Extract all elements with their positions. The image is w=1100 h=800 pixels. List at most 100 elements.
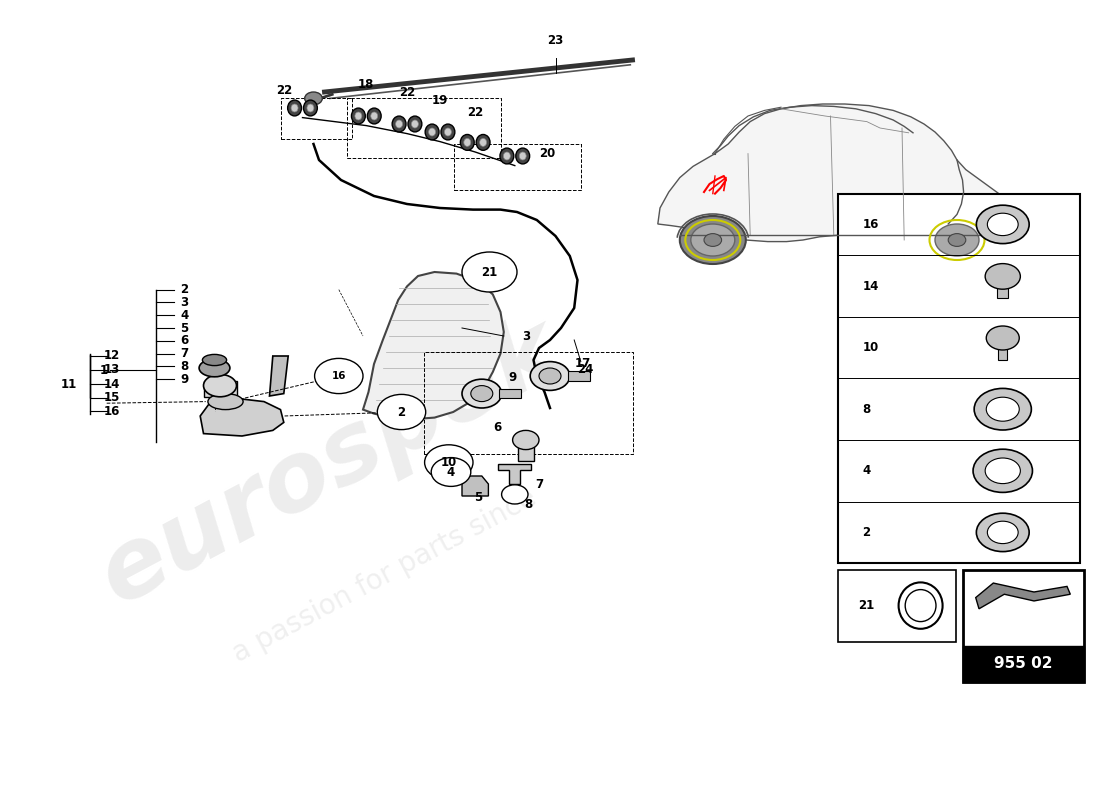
Circle shape	[377, 394, 426, 430]
Ellipse shape	[393, 116, 406, 132]
Ellipse shape	[444, 128, 451, 136]
Text: 21: 21	[482, 266, 497, 278]
Circle shape	[462, 252, 517, 292]
Ellipse shape	[429, 128, 436, 136]
Bar	[999, 339, 1008, 360]
Text: 8: 8	[862, 402, 871, 416]
Text: 8: 8	[180, 360, 189, 373]
Ellipse shape	[202, 354, 227, 366]
Ellipse shape	[519, 152, 526, 160]
Text: 7: 7	[180, 347, 188, 360]
Ellipse shape	[899, 582, 943, 629]
Circle shape	[680, 216, 746, 264]
Circle shape	[935, 224, 979, 256]
Circle shape	[539, 368, 561, 384]
Ellipse shape	[460, 134, 474, 150]
Text: a passion for parts since: a passion for parts since	[229, 484, 541, 668]
Text: 19: 19	[432, 94, 448, 107]
Ellipse shape	[499, 148, 514, 164]
Ellipse shape	[476, 134, 491, 150]
Text: 955 02: 955 02	[993, 656, 1053, 671]
Ellipse shape	[396, 120, 403, 128]
Circle shape	[462, 379, 502, 408]
Text: 3: 3	[522, 330, 530, 342]
Circle shape	[471, 386, 493, 402]
Ellipse shape	[504, 152, 510, 160]
Circle shape	[988, 522, 1019, 544]
Text: 6: 6	[180, 334, 189, 347]
Text: 9: 9	[180, 373, 189, 386]
Text: 5: 5	[474, 491, 483, 504]
Ellipse shape	[516, 148, 530, 164]
Text: 5: 5	[180, 322, 189, 334]
Circle shape	[986, 264, 1021, 289]
Polygon shape	[658, 104, 1012, 242]
Text: 1: 1	[100, 364, 108, 377]
Ellipse shape	[425, 124, 439, 140]
Text: 22: 22	[276, 84, 292, 97]
Text: 24: 24	[578, 363, 594, 376]
Text: 4: 4	[180, 309, 189, 322]
Ellipse shape	[288, 100, 301, 116]
Ellipse shape	[464, 138, 471, 146]
Ellipse shape	[208, 394, 243, 410]
Ellipse shape	[355, 112, 362, 120]
Text: 15: 15	[103, 391, 120, 404]
Circle shape	[974, 450, 1033, 493]
Bar	[518, 441, 534, 461]
Circle shape	[425, 445, 473, 480]
Text: 11: 11	[60, 378, 77, 390]
Text: 22: 22	[399, 86, 415, 99]
Text: 14: 14	[862, 279, 879, 293]
Ellipse shape	[441, 124, 455, 140]
Circle shape	[431, 458, 471, 486]
Bar	[838, 570, 956, 642]
Ellipse shape	[304, 100, 318, 116]
Ellipse shape	[905, 590, 936, 622]
Bar	[568, 371, 590, 381]
Text: 14: 14	[103, 378, 120, 390]
Bar	[838, 194, 1080, 563]
Circle shape	[948, 234, 966, 246]
Polygon shape	[462, 476, 488, 496]
Ellipse shape	[292, 104, 298, 112]
Text: 16: 16	[862, 218, 879, 231]
Text: 20: 20	[539, 147, 556, 160]
Text: 4: 4	[447, 466, 455, 478]
Text: 16: 16	[103, 405, 120, 418]
Circle shape	[691, 224, 735, 256]
Ellipse shape	[371, 112, 377, 120]
Bar	[962, 570, 1084, 682]
Text: 4: 4	[862, 464, 871, 478]
Circle shape	[305, 92, 322, 105]
Bar	[998, 278, 1009, 298]
Text: 6: 6	[493, 421, 502, 434]
Ellipse shape	[480, 138, 486, 146]
Circle shape	[987, 397, 1020, 421]
Circle shape	[987, 326, 1020, 350]
Text: 21: 21	[858, 599, 874, 612]
Text: 2: 2	[180, 283, 188, 296]
Circle shape	[704, 234, 722, 246]
Text: 22: 22	[468, 106, 483, 118]
Text: 2: 2	[397, 406, 406, 418]
Polygon shape	[363, 272, 504, 419]
Circle shape	[315, 358, 363, 394]
Circle shape	[924, 216, 990, 264]
Text: 2: 2	[862, 526, 870, 539]
Circle shape	[975, 388, 1032, 430]
Text: 17: 17	[575, 357, 591, 370]
Circle shape	[502, 485, 528, 504]
Text: 3: 3	[180, 296, 188, 309]
Text: 16: 16	[331, 371, 346, 381]
Circle shape	[986, 458, 1021, 483]
Ellipse shape	[307, 104, 314, 112]
Ellipse shape	[408, 116, 421, 132]
Polygon shape	[976, 583, 1070, 609]
Polygon shape	[498, 464, 531, 484]
Circle shape	[988, 213, 1019, 235]
Circle shape	[513, 430, 539, 450]
Ellipse shape	[411, 120, 418, 128]
Text: 7: 7	[535, 478, 543, 490]
Bar	[204, 381, 236, 397]
